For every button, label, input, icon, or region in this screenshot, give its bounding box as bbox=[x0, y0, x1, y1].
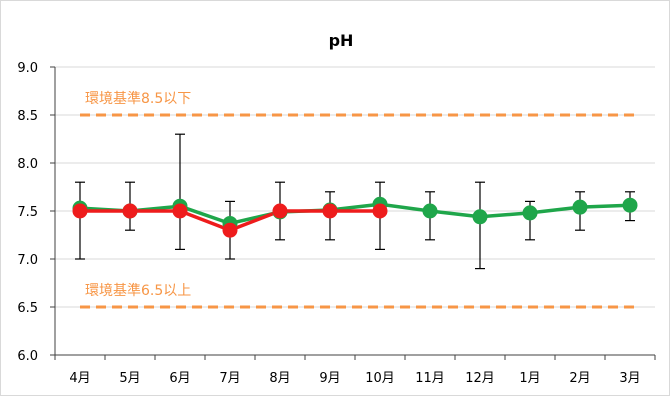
y-tick-label: 7.5 bbox=[17, 205, 38, 220]
series-1-point bbox=[522, 205, 538, 221]
series-points bbox=[72, 196, 638, 238]
x-tick-label: 4月 bbox=[69, 371, 90, 386]
series-2-point bbox=[122, 203, 138, 219]
x-tick-label: 8月 bbox=[269, 371, 290, 386]
reference-label: 環境基準6.5以上 bbox=[85, 282, 191, 299]
x-tick-label: 2月 bbox=[569, 371, 590, 386]
x-tick-label: 9月 bbox=[319, 371, 340, 386]
y-tick-label: 6.5 bbox=[17, 301, 38, 316]
series-1-point bbox=[422, 203, 438, 219]
error-bars bbox=[75, 133, 635, 270]
y-tick-label: 7.0 bbox=[17, 253, 38, 268]
axes bbox=[50, 66, 656, 360]
y-tick-label: 8.5 bbox=[17, 109, 38, 124]
series-1-point bbox=[622, 197, 638, 213]
series-lines bbox=[79, 202, 631, 232]
series-1-point bbox=[472, 209, 488, 225]
reference-label: 環境基準8.5以下 bbox=[85, 90, 191, 107]
x-tick-label: 7月 bbox=[219, 371, 240, 386]
y-tick-label: 8.0 bbox=[17, 157, 38, 172]
y-tick-labels: 6.0 6.5 7.0 7.5 8.0 8.5 9.0 bbox=[17, 61, 38, 364]
series-2-point bbox=[272, 203, 288, 219]
series-2-point bbox=[72, 203, 88, 219]
x-tick-labels: 4月 5月 6月 7月 8月 9月 10月 11月 12月 1月 2月 3月 bbox=[69, 371, 640, 386]
x-tick-label: 11月 bbox=[415, 371, 445, 386]
y-tick-label: 6.0 bbox=[17, 349, 38, 364]
x-tick-label: 6月 bbox=[169, 371, 190, 386]
series-line-1 bbox=[79, 202, 631, 226]
reference-lines bbox=[80, 113, 635, 309]
y-tick-label: 9.0 bbox=[17, 61, 38, 76]
chart-title: pH bbox=[329, 31, 354, 50]
series-2-point bbox=[372, 203, 388, 219]
x-tick-label: 10月 bbox=[365, 371, 395, 386]
x-tick-label: 3月 bbox=[619, 371, 640, 386]
x-tick-label: 5月 bbox=[119, 371, 140, 386]
x-tick-label: 12月 bbox=[465, 371, 495, 386]
series-2-point bbox=[222, 222, 238, 238]
series-1-point bbox=[572, 199, 588, 215]
series-2-point bbox=[172, 203, 188, 219]
series-2-point bbox=[322, 203, 338, 219]
x-tick-label: 1月 bbox=[519, 371, 540, 386]
